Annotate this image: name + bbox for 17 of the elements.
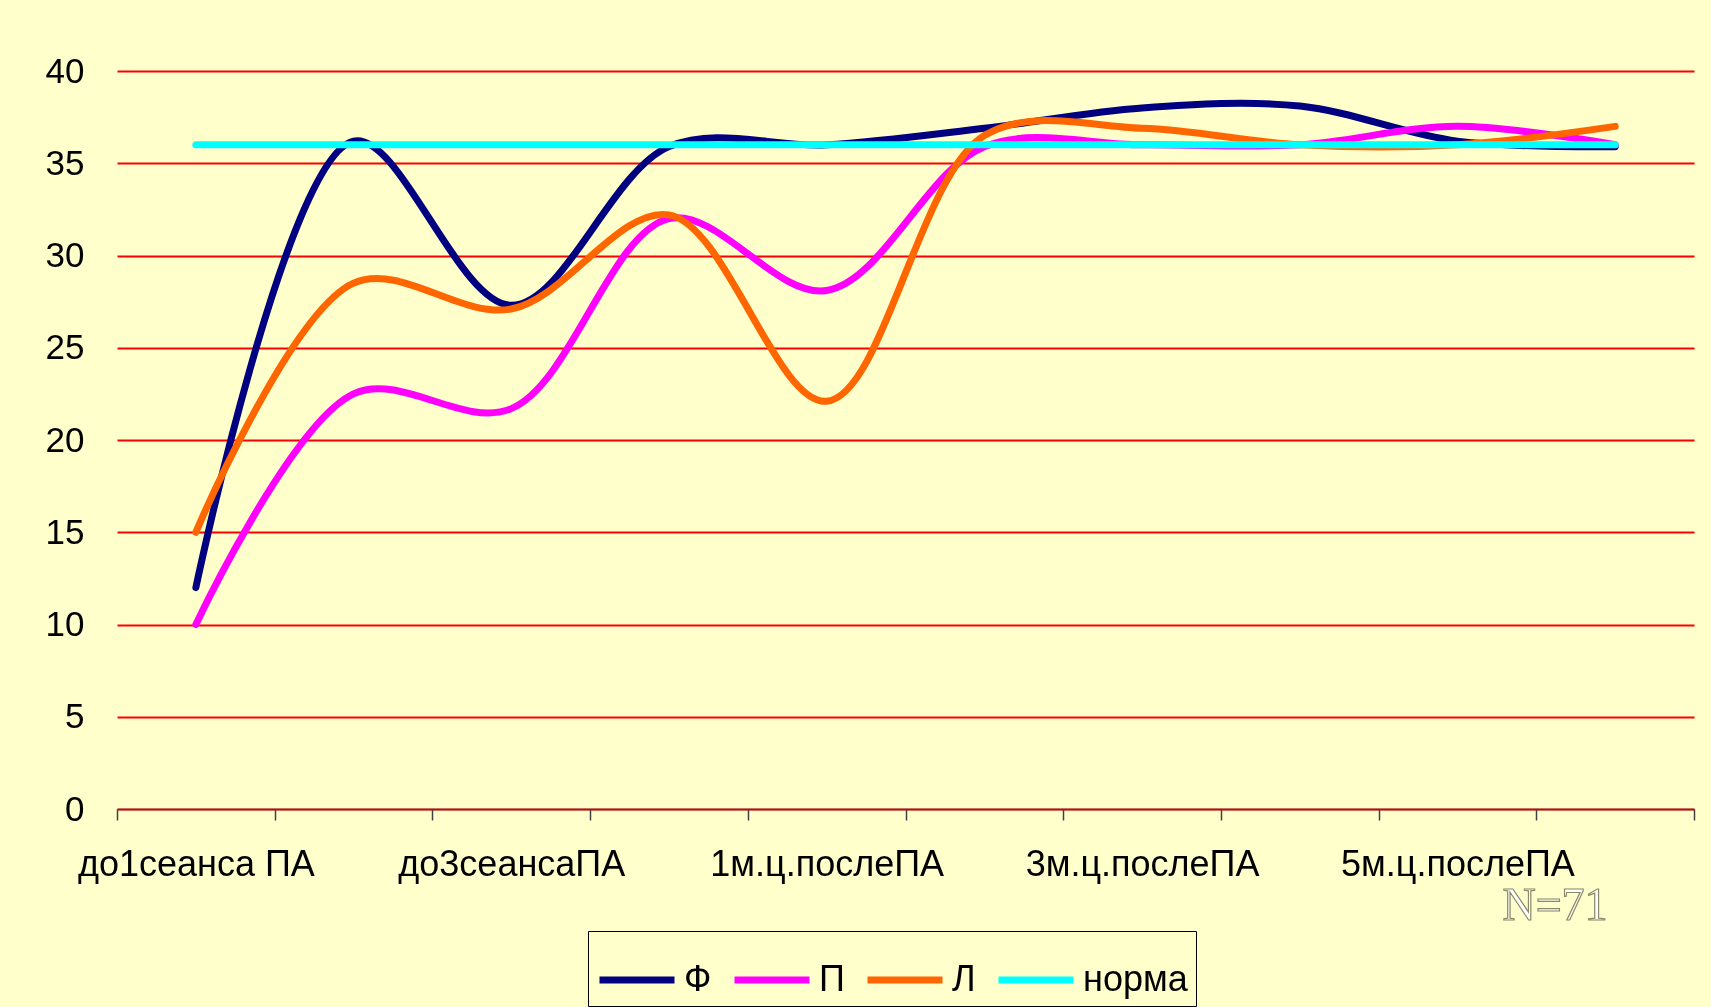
legend-label: Ф (684, 958, 712, 999)
y-tick-label: 35 (45, 142, 85, 182)
y-tick-label: 30 (45, 235, 85, 274)
y-tick-label: 5 (65, 696, 85, 736)
legend-label: Л (952, 958, 976, 999)
x-tick-label: до1сеанса ПА (77, 842, 315, 884)
legend-label: норма (1083, 958, 1189, 999)
y-tick-label: 0 (65, 788, 85, 828)
y-tick-label: 40 (45, 50, 85, 90)
x-tick-label: 1м.ц.послеПА (710, 842, 945, 884)
y-tick-label: 20 (45, 419, 85, 459)
x-tick-label: 3м.ц.послеПА (1025, 842, 1260, 884)
legend-label: П (819, 958, 845, 999)
y-tick-label: 15 (45, 511, 85, 551)
y-tick-label: 25 (45, 327, 85, 367)
y-tick-label: 10 (45, 604, 85, 643)
x-tick-label: до3сеансаПА (398, 842, 626, 884)
